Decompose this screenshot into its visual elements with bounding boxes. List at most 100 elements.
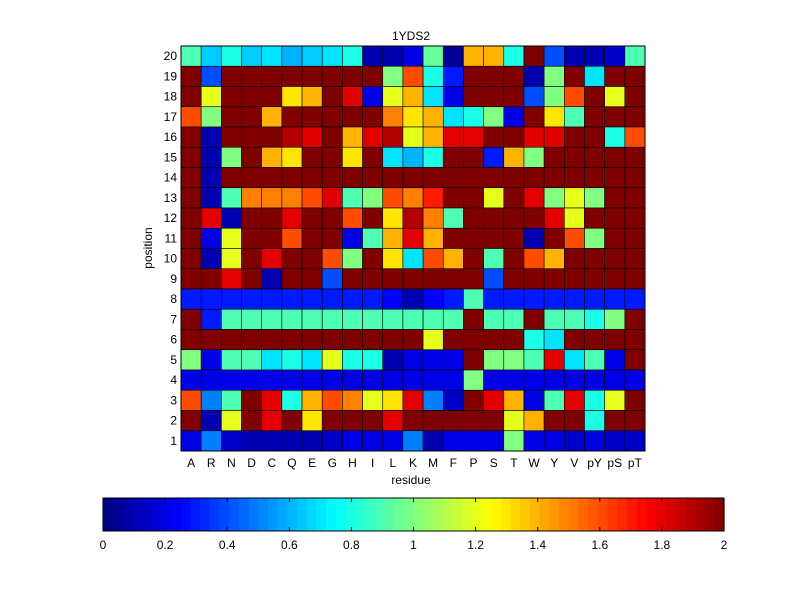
heatmap-cell — [463, 65, 484, 87]
heatmap-cell — [221, 410, 242, 432]
colorbar-tick-labels: 0 0.2 0.4 0.6 0.8 1 1.2 1.4 1.6 1.8 2 — [100, 498, 728, 552]
y-tick-label: 18 — [164, 90, 178, 104]
colorbar-swatch — [200, 498, 211, 531]
heatmap-cell — [382, 430, 404, 452]
heatmap-cell — [342, 146, 363, 168]
heatmap-cell — [241, 308, 262, 330]
heatmap-cell — [584, 288, 605, 310]
heatmap-cell — [301, 329, 323, 351]
heatmap-cell — [362, 167, 384, 189]
heatmap-cell — [301, 227, 323, 249]
heatmap-cell — [362, 410, 384, 432]
heatmap-cell — [624, 410, 646, 432]
x-tick-label: A — [187, 456, 195, 470]
colorbar-tick-label: 1 — [410, 538, 417, 552]
heatmap-cell — [523, 248, 545, 270]
heatmap-cell — [281, 268, 303, 290]
heatmap-cell — [422, 207, 444, 229]
heatmap-cell — [382, 146, 404, 168]
heatmap-cell — [180, 248, 202, 270]
heatmap-cell — [180, 288, 202, 310]
heatmap-cells — [180, 45, 646, 452]
colorbar-swatch — [151, 498, 162, 531]
heatmap-cell — [281, 45, 303, 67]
heatmap-cell — [301, 268, 323, 290]
heatmap-cell — [321, 167, 343, 189]
colorbar-swatch — [316, 498, 327, 531]
heatmap-cell — [241, 126, 262, 148]
heatmap-cell — [241, 106, 262, 128]
heatmap-cell — [261, 126, 283, 148]
heatmap-cell — [463, 207, 484, 229]
heatmap-cell — [422, 349, 444, 371]
colorbar-tick-label: 0 — [100, 538, 107, 552]
heatmap-cell — [321, 268, 343, 290]
heatmap-cell — [342, 430, 363, 452]
x-tick-label: M — [428, 456, 438, 470]
heatmap-cell — [563, 369, 585, 391]
heatmap-cell — [261, 65, 283, 87]
heatmap-cell — [342, 227, 363, 249]
heatmap-cell — [382, 389, 404, 411]
colorbar-swatch — [170, 498, 182, 531]
heatmap-cell — [523, 430, 545, 452]
heatmap-cell — [362, 349, 384, 371]
heatmap-cell — [523, 167, 545, 189]
x-tick-label: S — [490, 456, 498, 470]
heatmap-cell — [180, 227, 202, 249]
heatmap-cell — [281, 430, 303, 452]
heatmap-cell — [382, 369, 404, 391]
colorbar-swatch — [335, 498, 347, 531]
heatmap-cell — [483, 227, 505, 249]
heatmap-cell — [503, 268, 525, 290]
heatmap-cell — [321, 288, 343, 310]
heatmap-cell — [221, 248, 242, 270]
heatmap-cell — [543, 207, 565, 229]
heatmap-cell — [221, 207, 242, 229]
heatmap-cell — [321, 207, 343, 229]
heatmap-cell — [221, 86, 242, 108]
y-tick-label: 6 — [170, 333, 177, 347]
heatmap-cell — [503, 288, 525, 310]
heatmap-cell — [241, 349, 262, 371]
heatmap-cell — [442, 146, 464, 168]
heatmap-cell — [382, 349, 404, 371]
heatmap-cell — [301, 167, 323, 189]
heatmap-cell — [584, 207, 605, 229]
heatmap-cell — [261, 227, 283, 249]
heatmap-cell — [221, 126, 242, 148]
y-tick-label: 3 — [170, 393, 177, 407]
colorbar-swatch — [549, 498, 560, 531]
colorbar-swatch — [607, 498, 618, 531]
heatmap-cell — [342, 248, 363, 270]
heatmap-cell — [362, 369, 384, 391]
y-tick-label: 4 — [170, 373, 177, 387]
heatmap-cell — [362, 389, 384, 411]
x-tick-label: F — [450, 456, 457, 470]
heatmap-cell — [221, 45, 242, 67]
heatmap-cell — [321, 329, 343, 351]
colorbar-swatch — [287, 498, 298, 531]
heatmap-cell — [221, 329, 242, 351]
heatmap-cell — [463, 187, 484, 209]
heatmap-cell — [442, 389, 464, 411]
colorbar-swatch — [103, 498, 114, 531]
heatmap-cell — [422, 167, 444, 189]
heatmap-cell — [523, 268, 545, 290]
heatmap-cell — [200, 430, 222, 452]
heatmap-cell — [503, 187, 525, 209]
heatmap-cell — [624, 308, 646, 330]
heatmap-cell — [362, 248, 384, 270]
heatmap-cell — [362, 227, 384, 249]
heatmap-cell — [503, 106, 525, 128]
colorbar-swatch — [238, 498, 250, 531]
heatmap-cell — [382, 86, 404, 108]
heatmap-cell — [261, 389, 283, 411]
colorbar-swatch — [578, 498, 589, 531]
heatmap-cell — [543, 288, 565, 310]
heatmap-cell — [281, 349, 303, 371]
heatmap-cell — [442, 349, 464, 371]
colorbar-swatch — [190, 498, 201, 531]
heatmap-cell — [463, 248, 484, 270]
heatmap-cell — [281, 86, 303, 108]
